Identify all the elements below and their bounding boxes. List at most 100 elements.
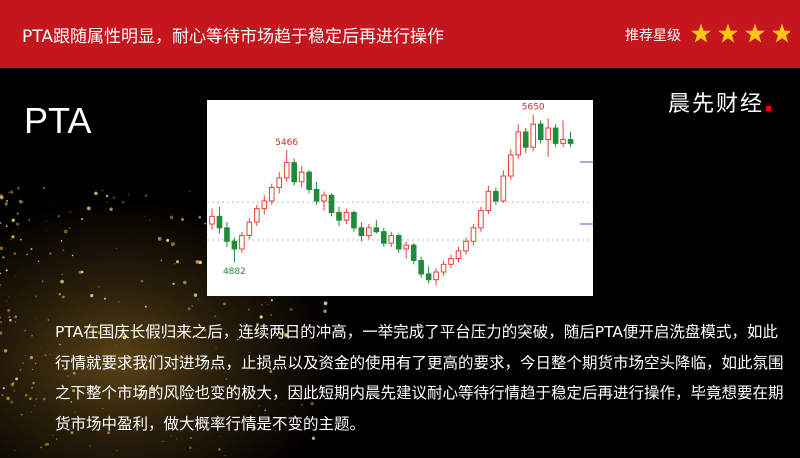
sparkle	[17, 186, 20, 190]
sparkle	[74, 411, 76, 413]
sparkle	[118, 301, 120, 303]
sparkle	[116, 344, 118, 346]
sparkle	[150, 388, 154, 392]
sparkle	[8, 316, 11, 319]
sparkle	[264, 302, 266, 304]
candle-body	[560, 139, 566, 144]
candle-body	[455, 250, 462, 260]
sparkle	[6, 300, 7, 302]
sparkle	[80, 217, 84, 221]
sparkle	[0, 283, 2, 287]
sparkle	[137, 394, 141, 399]
sparkle	[187, 307, 191, 311]
sparkle	[2, 387, 5, 390]
candle-body	[254, 208, 260, 223]
sparkle	[89, 445, 91, 447]
sparkle	[275, 341, 277, 342]
star	[772, 23, 790, 43]
sparkle	[18, 227, 20, 229]
sparkle	[31, 386, 33, 389]
sparkle	[281, 403, 283, 405]
candle-body	[209, 215, 215, 225]
candle-body	[463, 240, 469, 252]
sparkle	[252, 389, 255, 392]
sparkle	[19, 369, 22, 371]
sparkle	[189, 436, 192, 440]
sparkle	[278, 336, 281, 339]
sparkle	[72, 389, 76, 393]
sparkle	[253, 426, 257, 430]
sparkle	[175, 260, 180, 264]
sparkle	[97, 331, 101, 334]
sparkle	[86, 206, 91, 211]
sparkle	[55, 438, 58, 440]
sparkle	[267, 303, 269, 305]
candle-body	[343, 211, 350, 221]
sparkle	[7, 223, 8, 225]
sparkle	[20, 238, 22, 241]
sparkle	[10, 238, 12, 241]
candle-body	[537, 123, 544, 141]
star	[691, 23, 711, 43]
sparkle	[16, 212, 20, 215]
sparkle	[5, 205, 7, 208]
sparkle	[183, 280, 187, 285]
sparkle	[215, 347, 217, 349]
sparkle	[168, 207, 170, 209]
sparkle	[157, 237, 162, 241]
product-name: PTA	[24, 100, 92, 141]
sparkle	[255, 322, 260, 326]
sparkle	[47, 319, 50, 321]
sparkle	[176, 438, 178, 440]
sparkle	[105, 338, 107, 340]
sparkle	[90, 293, 94, 298]
sparkle	[109, 207, 113, 211]
sparkle	[264, 409, 267, 412]
sparkle	[127, 193, 130, 196]
sparkle	[89, 191, 90, 193]
sparkle	[139, 365, 142, 368]
sparkle	[106, 201, 108, 203]
sparkle	[111, 454, 113, 456]
sparkle	[72, 371, 76, 375]
sparkle	[36, 354, 38, 356]
chart-panel: 5650 5466 4882	[207, 100, 593, 296]
sparkle	[167, 189, 168, 191]
sparkle	[247, 308, 250, 311]
sparkle	[188, 394, 192, 398]
sparkle	[40, 446, 43, 449]
sparkle	[189, 446, 192, 449]
rating-stars	[691, 23, 790, 43]
sparkle	[49, 252, 52, 255]
sparkle	[186, 398, 188, 401]
sparkle	[162, 441, 164, 443]
sparkle	[44, 354, 47, 357]
sparkle	[172, 282, 175, 286]
candle-body	[478, 210, 484, 229]
sparkle	[113, 196, 115, 199]
sparkle	[295, 325, 298, 328]
sparkle	[170, 435, 172, 437]
sparkle	[45, 229, 47, 231]
sparkle	[9, 318, 12, 322]
sparkle	[128, 340, 130, 342]
sparkle	[69, 211, 72, 214]
sparkle	[40, 347, 42, 348]
sparkle	[270, 314, 272, 316]
sparkle	[25, 354, 27, 356]
sparkle	[191, 305, 193, 307]
sparkle	[124, 426, 126, 429]
sparkle	[198, 260, 202, 265]
candle-body	[268, 187, 275, 202]
sparkle	[323, 301, 328, 306]
sparkle	[58, 293, 61, 296]
sparkle	[179, 356, 183, 360]
sparkle	[12, 382, 15, 385]
sparkle	[300, 403, 303, 406]
sparkle	[14, 315, 18, 319]
sparkle	[204, 329, 207, 332]
candle-body	[216, 215, 223, 229]
sparkle	[21, 413, 23, 416]
sparkle	[18, 199, 23, 204]
candle-body	[261, 200, 268, 210]
